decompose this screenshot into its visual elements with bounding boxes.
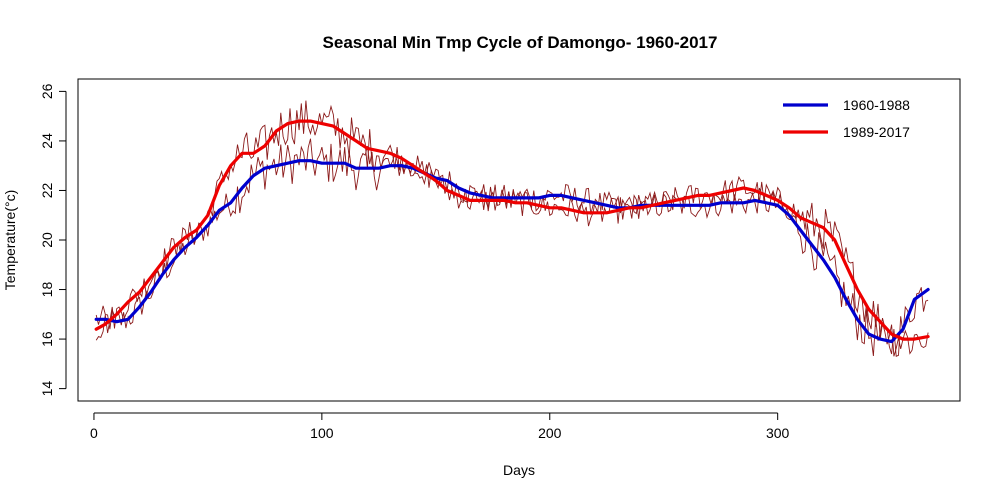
- y-tick-label: 26: [39, 83, 55, 99]
- x-tick-label: 100: [310, 425, 334, 441]
- x-axis-label: Days: [503, 462, 535, 478]
- x-tick-label: 0: [90, 425, 98, 441]
- y-tick-label: 22: [39, 182, 55, 198]
- x-axis: 0 100 200 300: [90, 412, 790, 441]
- y-tick-label: 16: [39, 331, 55, 347]
- daily-line-2: [95, 100, 929, 357]
- chart-title: Seasonal Min Tmp Cycle of Damongo- 1960-…: [323, 33, 718, 52]
- y-tick-label: 14: [39, 381, 55, 397]
- y-axis-label: Temperature(°c): [2, 190, 18, 291]
- legend-label-1989-2017: 1989-2017: [843, 124, 910, 140]
- series-line-1989-2017: [94, 119, 930, 341]
- x-tick-label: 300: [766, 425, 790, 441]
- y-axis: 14 16 18 20 22 24 26: [39, 83, 67, 397]
- y-tick-label: 20: [39, 232, 55, 248]
- y-tick-label: 24: [39, 133, 55, 149]
- legend: 1960-1988 1989-2017: [783, 97, 910, 140]
- plot-frame: [77, 78, 961, 402]
- y-tick-label: 18: [39, 282, 55, 298]
- x-tick-label: 200: [538, 425, 562, 441]
- smoothed-series: [94, 119, 930, 344]
- legend-label-1960-1988: 1960-1988: [843, 97, 910, 113]
- series-line-1960-1988: [94, 159, 930, 344]
